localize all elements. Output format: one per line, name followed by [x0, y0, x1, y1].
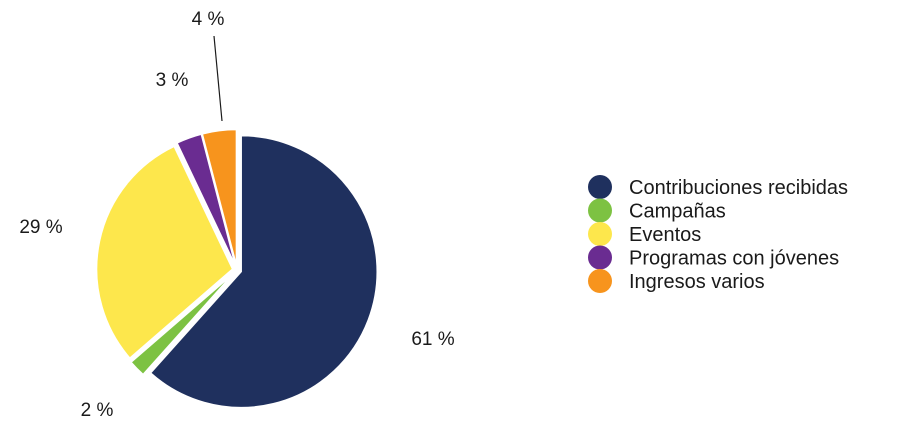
- slice-contribuciones-recibidas: [149, 134, 378, 409]
- data-label-campanas: 2 %: [81, 400, 114, 421]
- legend-marker-contribuciones-recibidas: [588, 175, 612, 199]
- data-label-programas-con-jovenes: 3 %: [156, 70, 189, 91]
- leader-line-ingresos-varios: [213, 35, 223, 122]
- slice-programas-con-jovenes: [176, 133, 237, 267]
- data-label-contribuciones-recibidas: 61 %: [411, 329, 454, 350]
- slice-eventos: [95, 145, 234, 360]
- legend-marker-campanas: [588, 198, 612, 223]
- legend-label-ingresos-varios: Ingresos varios: [629, 271, 765, 293]
- legend-label-campanas: Campañas: [629, 201, 726, 223]
- slice-campanas: [129, 272, 235, 376]
- legend-marker-ingresos-varios: [588, 269, 612, 293]
- slice-ingresos-varios: [201, 128, 238, 266]
- pie-slices: [95, 128, 378, 409]
- leader-lines: [213, 35, 223, 122]
- legend-label-eventos: Eventos: [629, 224, 701, 246]
- legend: Contribuciones recibidasCampañasEventosP…: [588, 175, 848, 293]
- legend-marker-eventos: [588, 222, 612, 246]
- legend-marker-programas-con-jovenes: [588, 245, 612, 270]
- data-labels: 61 % 2 % 29 % 3 % 4 %: [19, 9, 454, 421]
- data-label-ingresos-varios: 4 %: [192, 9, 225, 30]
- legend-label-contribuciones-recibidas: Contribuciones recibidas: [629, 177, 848, 199]
- data-label-eventos: 29 %: [19, 217, 62, 238]
- legend-label-programas-con-jovenes: Programas con jóvenes: [629, 248, 839, 270]
